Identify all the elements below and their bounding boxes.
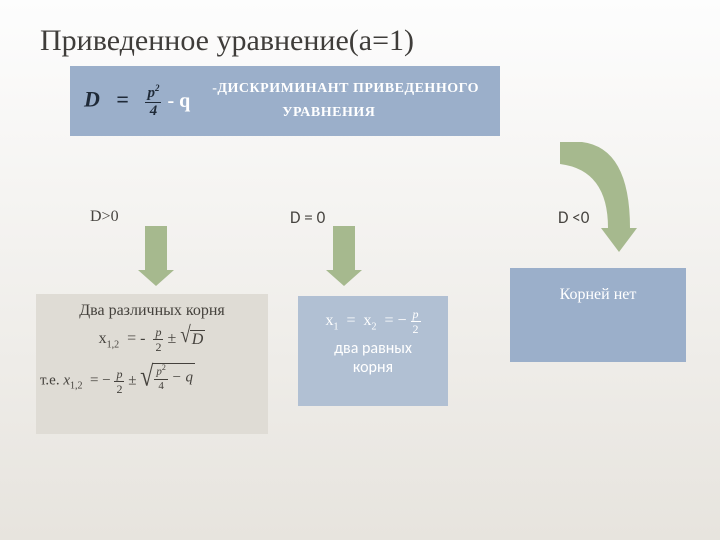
panel1-formula-2: т.е. x1,2 = − p 2 ± √ p2 4 − q: [36, 363, 268, 395]
panel-two-equal-roots: x1 = x2 = − p 2 два равныхкорня: [298, 296, 448, 406]
panel1-title: Два различных корня: [36, 294, 268, 320]
formula-D: D = p2 4: [84, 84, 161, 119]
panel-no-roots: Корней нет: [510, 268, 686, 362]
panel2-formula: x1 = x2 = − p 2: [298, 296, 448, 335]
panel1-formula-1: x1,2 = - p 2 ± √D: [36, 326, 268, 353]
title-text: Приведенное уравнение(а=1): [40, 24, 414, 57]
arrow-down-1: [138, 226, 174, 286]
panel-two-distinct-roots: Два различных корня x1,2 = - p 2 ± √D т.…: [36, 294, 268, 434]
formula-minus-q: - q: [167, 90, 190, 113]
page-title: Приведенное уравнение(а=1): [40, 24, 414, 58]
arrow-down-2: [326, 226, 362, 286]
panel2-caption: два равныхкорня: [298, 339, 448, 377]
condition-d-eq-0: D = 0: [290, 207, 325, 228]
discriminant-formula-panel: D = p2 4 - q -ДИСКРИМИНАНТ ПРИВЕДЕННОГО …: [70, 66, 500, 136]
panel3-text: Корней нет: [510, 268, 686, 304]
arrow-curve-3: [555, 142, 685, 272]
formula-caption: -ДИСКРИМИНАНТ ПРИВЕДЕННОГО УРАВНЕНИЯ: [212, 77, 479, 125]
condition-d-gt-0: D>0: [90, 208, 119, 226]
